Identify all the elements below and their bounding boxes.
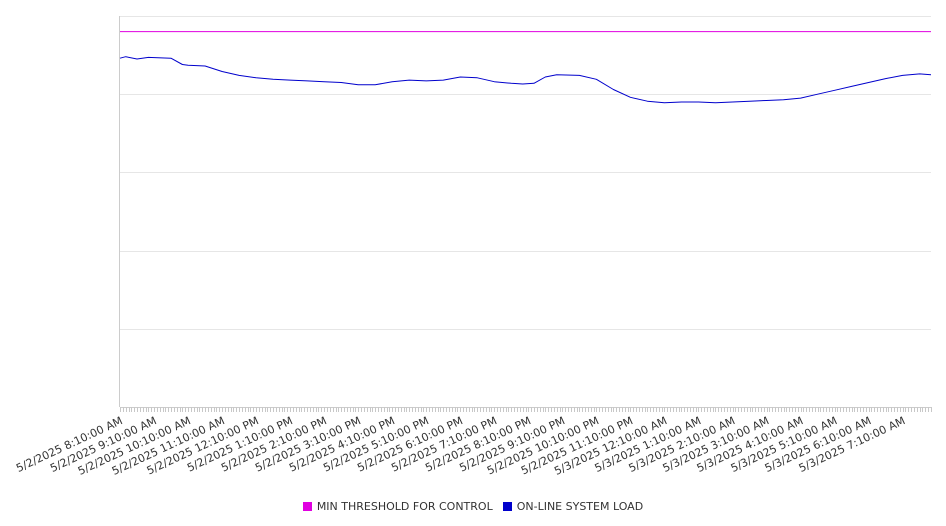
series-lines [119,31,932,104]
axes [119,16,931,408]
system-load-line [119,56,932,104]
gridlines [120,16,931,330]
x-axis-ticks [120,407,932,412]
legend: MIN THRESHOLD FOR CONTROL ON-LINE SYSTEM… [0,497,946,515]
legend-item-load: ON-LINE SYSTEM LOAD [502,499,644,513]
legend-label-load: ON-LINE SYSTEM LOAD [516,499,644,513]
legend-label-threshold: MIN THRESHOLD FOR CONTROL [316,499,493,513]
legend-swatch-load [502,501,512,511]
x-axis-tick-labels: 5/2/2025 8:10:00 AM5/2/2025 9:10:00 AM5/… [14,414,907,478]
legend-item-threshold: MIN THRESHOLD FOR CONTROL [302,499,493,513]
legend-swatch-threshold [302,501,312,511]
